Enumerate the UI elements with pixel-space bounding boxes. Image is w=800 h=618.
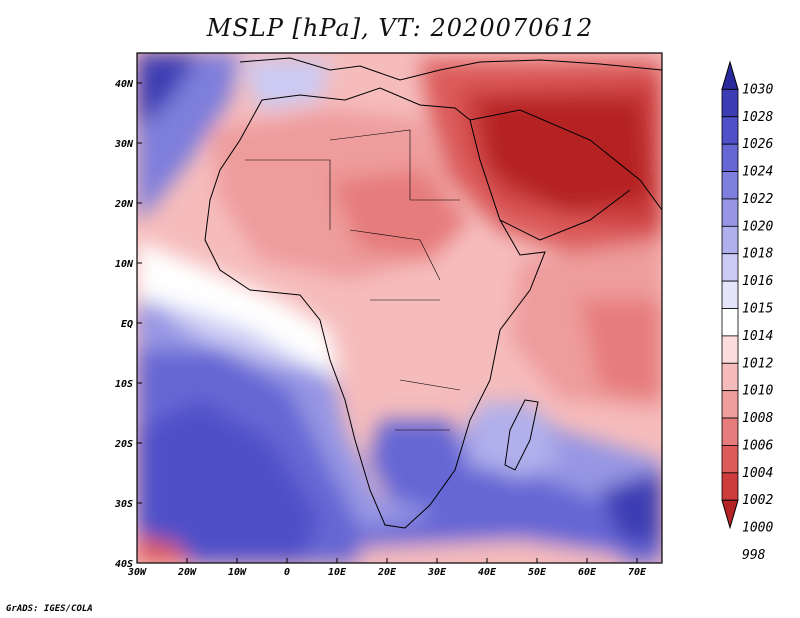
colorbar-swatch: [721, 253, 739, 282]
x-tick-label: 20W: [177, 567, 197, 578]
colorbar-level-label: 1000: [742, 521, 773, 536]
colorbar-level-label: 1020: [742, 219, 773, 234]
colorbar-swatch: [721, 308, 739, 337]
country-borders: [245, 129, 461, 431]
colorbar-level-label: 1030: [742, 82, 773, 97]
y-axis: 40N 30N 20N 10N EQ 10S 20S 30S 40S: [114, 79, 142, 570]
colorbar-level-label: 1014: [742, 329, 773, 344]
colorbar-swatch: [721, 335, 739, 364]
y-tick-label: EQ: [121, 319, 133, 330]
y-tick-label: 40N: [115, 79, 134, 90]
colorbar-level-label: 1024: [742, 165, 773, 180]
y-tick-label: 10S: [115, 379, 133, 390]
coastlines: [204, 57, 662, 529]
colorbar-level-label: 1018: [742, 247, 773, 262]
colorbar-swatch: [721, 171, 739, 200]
colorbar-swatch: [721, 362, 739, 392]
colorbar-level-label: 1006: [742, 438, 773, 453]
y-tick-label: 30S: [114, 499, 133, 510]
colorbar-level-label: 1015: [742, 302, 773, 317]
africa-coastline: [204, 87, 546, 529]
colorbar-level-label: 1026: [742, 137, 773, 152]
x-tick-label: 50E: [528, 567, 547, 578]
colorbar-swatch: [721, 198, 739, 227]
colorbar-top-arrow: [721, 60, 739, 90]
colorbar-level-label: 1002: [742, 493, 773, 508]
colorbar-swatch: [721, 390, 739, 419]
colorbar-swatch: [721, 472, 739, 501]
colorbar-level-label: 1028: [742, 110, 773, 125]
y-tick-label: 40S: [115, 559, 133, 570]
colorbar-level-label: 1012: [742, 356, 773, 371]
colorbar-level-label: 998: [742, 548, 766, 563]
y-tick-label: 30N: [114, 139, 134, 150]
colorbar-swatch: [721, 116, 739, 145]
x-tick-label: 10W: [228, 567, 247, 578]
x-tick-label: 60E: [578, 567, 597, 578]
colorbar-swatch: [721, 225, 739, 255]
madagascar-coastline: [504, 399, 539, 471]
colorbar-level-label: 1008: [742, 411, 773, 426]
colorbar-swatch: [721, 280, 739, 309]
x-tick-label: 30E: [427, 567, 447, 578]
europe-coastline: [239, 57, 662, 81]
x-tick-label: 70E: [628, 567, 647, 578]
colorbar-level-label: 1004: [742, 466, 773, 481]
colorbar: 1030 1028 1026 1024 1022 1020 1018 1016 1015 1014…: [721, 60, 773, 563]
credit-text: GrADS: IGES/COLA: [6, 604, 93, 614]
colorbar-swatch: [721, 143, 739, 172]
colorbar-swatch: [721, 445, 739, 474]
pressure-field: [137, 53, 662, 563]
plot-frame: [136, 52, 663, 564]
arabia-coastline: [469, 109, 662, 241]
x-tick-label: 20E: [377, 567, 397, 578]
colorbar-level-label: 1016: [742, 274, 773, 289]
x-tick-label: 30W: [127, 567, 147, 578]
y-tick-label: 10N: [115, 259, 134, 270]
colorbar-bottom-arrow: [721, 499, 739, 530]
colorbar-level-label: 1010: [742, 384, 773, 399]
x-tick-label: 0: [284, 567, 290, 578]
colorbar-swatch: [721, 417, 739, 446]
colorbar-level-label: 1022: [742, 192, 773, 207]
map-title: MSLP [hPa], VT: 2020070612: [206, 14, 594, 42]
x-tick-label: 40E: [478, 567, 497, 578]
y-tick-label: 20N: [114, 199, 134, 210]
x-tick-label: 10E: [328, 567, 347, 578]
y-tick-label: 20S: [114, 439, 133, 450]
colorbar-swatch: [721, 88, 739, 118]
x-axis: 30W 20W 10W 0 10E 20E 30E 40E 50E 60E 70E: [127, 558, 647, 578]
